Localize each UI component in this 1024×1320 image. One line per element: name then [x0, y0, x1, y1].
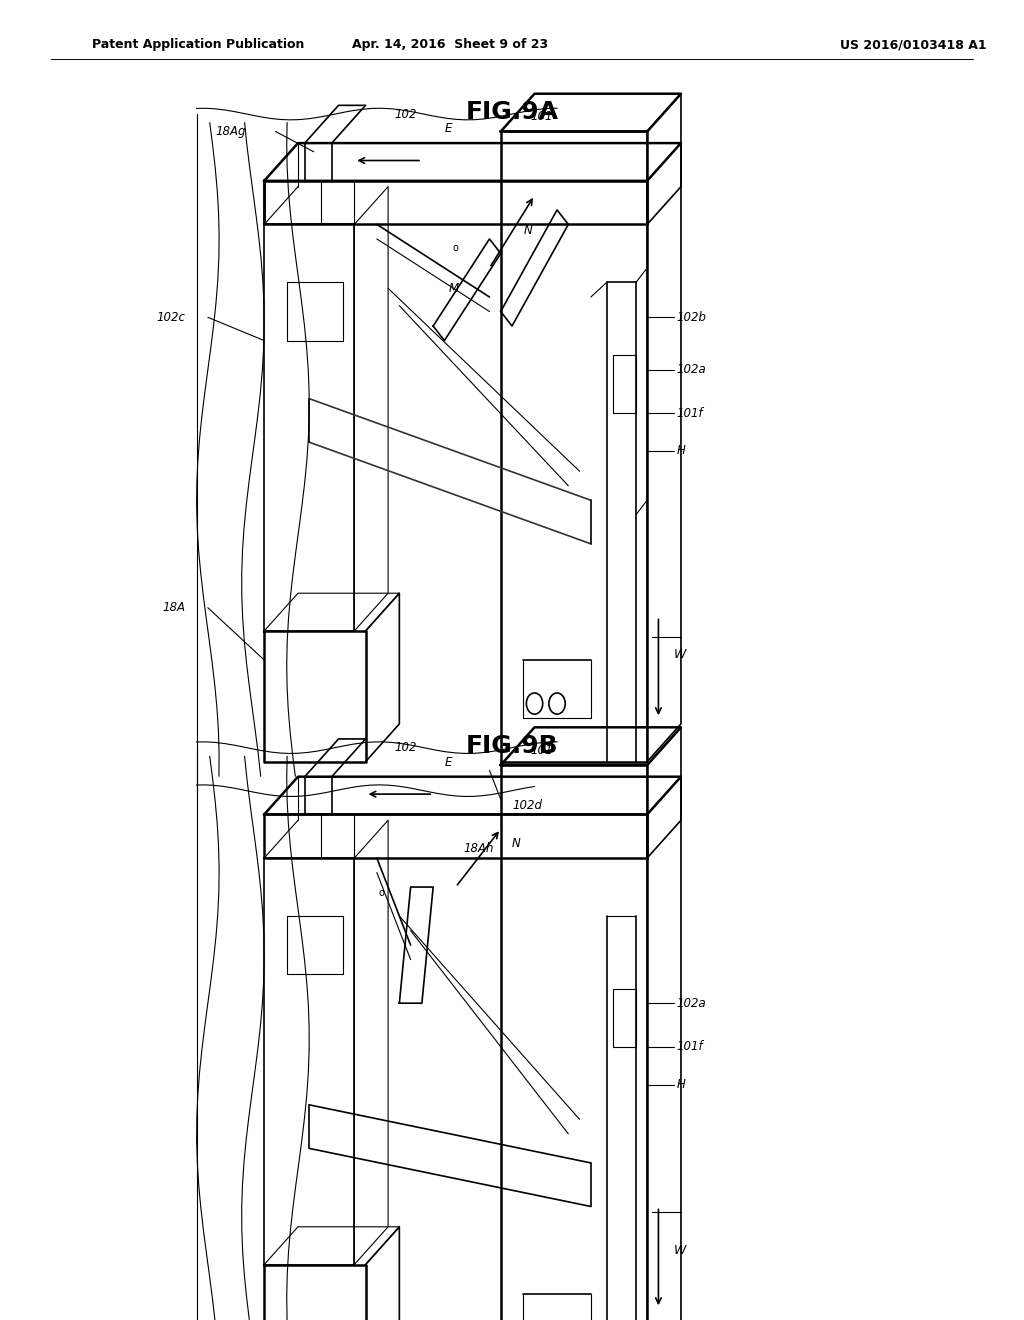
- Text: N: N: [523, 223, 532, 236]
- Text: 18Ag: 18Ag: [216, 125, 246, 139]
- Text: 102c: 102c: [157, 310, 185, 323]
- Text: 102b: 102b: [677, 310, 707, 323]
- Text: 18A: 18A: [163, 601, 185, 614]
- Text: Apr. 14, 2016  Sheet 9 of 23: Apr. 14, 2016 Sheet 9 of 23: [352, 38, 549, 51]
- Text: 102d: 102d: [512, 799, 542, 812]
- Text: 102: 102: [395, 107, 418, 120]
- Text: N: N: [512, 837, 521, 850]
- Text: FIG.9B: FIG.9B: [466, 734, 558, 758]
- Text: W: W: [674, 648, 686, 660]
- Text: FIG.9A: FIG.9A: [466, 100, 558, 124]
- Text: H: H: [677, 1078, 685, 1092]
- Text: H: H: [677, 445, 685, 458]
- Text: E: E: [444, 121, 452, 135]
- Text: 102a: 102a: [677, 997, 707, 1010]
- Text: Patent Application Publication: Patent Application Publication: [92, 38, 304, 51]
- Text: o: o: [379, 888, 384, 898]
- Text: 102a: 102a: [677, 363, 707, 376]
- Text: 101: 101: [530, 744, 553, 758]
- Text: US 2016/0103418 A1: US 2016/0103418 A1: [840, 38, 986, 51]
- Text: W: W: [674, 1245, 686, 1257]
- Text: 101f: 101f: [677, 407, 703, 420]
- Text: 101f: 101f: [677, 1040, 703, 1053]
- Text: o: o: [453, 243, 459, 252]
- Text: M: M: [449, 281, 459, 294]
- Text: E: E: [444, 755, 452, 768]
- Text: 102: 102: [395, 741, 418, 754]
- Text: 18Ah: 18Ah: [463, 842, 494, 855]
- Text: 101: 101: [530, 111, 553, 124]
